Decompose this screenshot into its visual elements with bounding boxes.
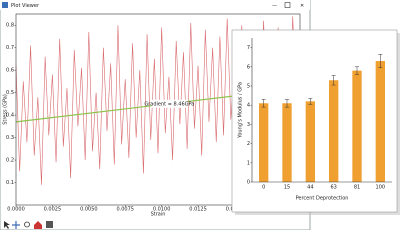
save-tool[interactable] [46, 221, 53, 228]
close-button[interactable]: ✕ [300, 3, 304, 9]
toolbar [4, 221, 53, 229]
y-tick-label: 1 [247, 160, 250, 166]
y-tick-label: 7 [247, 45, 250, 51]
error-bar [355, 66, 359, 75]
page: Plot Viewer — ✕ 0.1 0.2 0.3 0.4 0.5 0.6 0.7 0.8… [0, 0, 400, 230]
bar [305, 101, 315, 182]
y-tick-label: 3 [247, 122, 250, 128]
y-tick-label: 6 [247, 64, 250, 70]
x-tick-label: 0.0000 [7, 207, 25, 213]
bar [259, 103, 269, 182]
app-icon [2, 2, 8, 8]
y-axis-label: Stress (GPa) [3, 94, 9, 125]
y-tick-label: 0.1 [6, 180, 14, 186]
error-bar [378, 54, 383, 69]
home-tool[interactable] [34, 221, 42, 229]
axes [251, 38, 392, 183]
window-title: Plot Viewer [11, 3, 40, 9]
y-tick-label: 0.6 [6, 68, 14, 74]
annotation-box [151, 99, 188, 108]
bar [352, 70, 362, 182]
minimize-button[interactable]: — [272, 3, 277, 9]
y-tick-label: 0.3 [6, 135, 14, 141]
y-tick-label: 0.7 [6, 45, 14, 51]
y-tick-label: 5 [247, 84, 250, 90]
y-tick-label: 4 [247, 103, 250, 109]
error-bar [285, 99, 289, 108]
y-tick-label: 0.5 [6, 90, 14, 96]
y-axis-label: Young's Modulus / GPa [238, 82, 244, 139]
x-tick-label: 0.0125 [189, 207, 207, 213]
bar [329, 80, 339, 182]
x-tick-label: 0.0050 [80, 207, 98, 213]
y-tick-label: 0.4 [6, 113, 14, 119]
x-axis-label: Strain [151, 212, 166, 218]
inset-plot: 0 1 2 3 4 5 6 7 Young's Modulus / GPa Percent Dep… [238, 38, 392, 202]
pointer-tool[interactable] [4, 221, 10, 229]
x-tick-label: 81 [354, 185, 360, 191]
bar [282, 103, 292, 182]
error-bar [308, 98, 313, 105]
y-tick-label: 0 [247, 180, 250, 186]
x-tick-label: 0 [262, 185, 265, 191]
x-tick-label: 0.0075 [116, 207, 134, 213]
x-tick-label: 0.0025 [44, 207, 62, 213]
zoom-tool[interactable] [24, 221, 30, 228]
error-bar [331, 75, 336, 86]
x-tick-label: 44 [307, 185, 313, 191]
screen: Plot Viewer — ✕ 0.1 0.2 0.3 0.4 0.5 0.6 0.7 0.8… [0, 0, 400, 230]
pan-tool[interactable] [12, 221, 20, 229]
x-tick-label: 100 [376, 185, 386, 191]
y-tick-label: 0.2 [6, 158, 14, 164]
title-bar [0, 0, 310, 10]
annotation: Gradient = 8.46GPa [144, 101, 194, 107]
x-axis-label: Percent Deprotection [296, 196, 349, 202]
x-tick-label: 63 [330, 185, 336, 191]
y-tick-label: 2 [247, 141, 250, 147]
y-tick-label: 0.8 [6, 23, 14, 29]
bar [375, 61, 385, 182]
x-tick-label: 0.0100 [153, 207, 171, 213]
main-plot: 0.1 0.2 0.3 0.4 0.5 0.6 0.7 0.8 Stress (GPa) Stra… [3, 13, 301, 218]
maximize-button[interactable] [284, 2, 291, 8]
error-bar [261, 99, 266, 108]
x-tick-label: 15 [284, 185, 290, 191]
